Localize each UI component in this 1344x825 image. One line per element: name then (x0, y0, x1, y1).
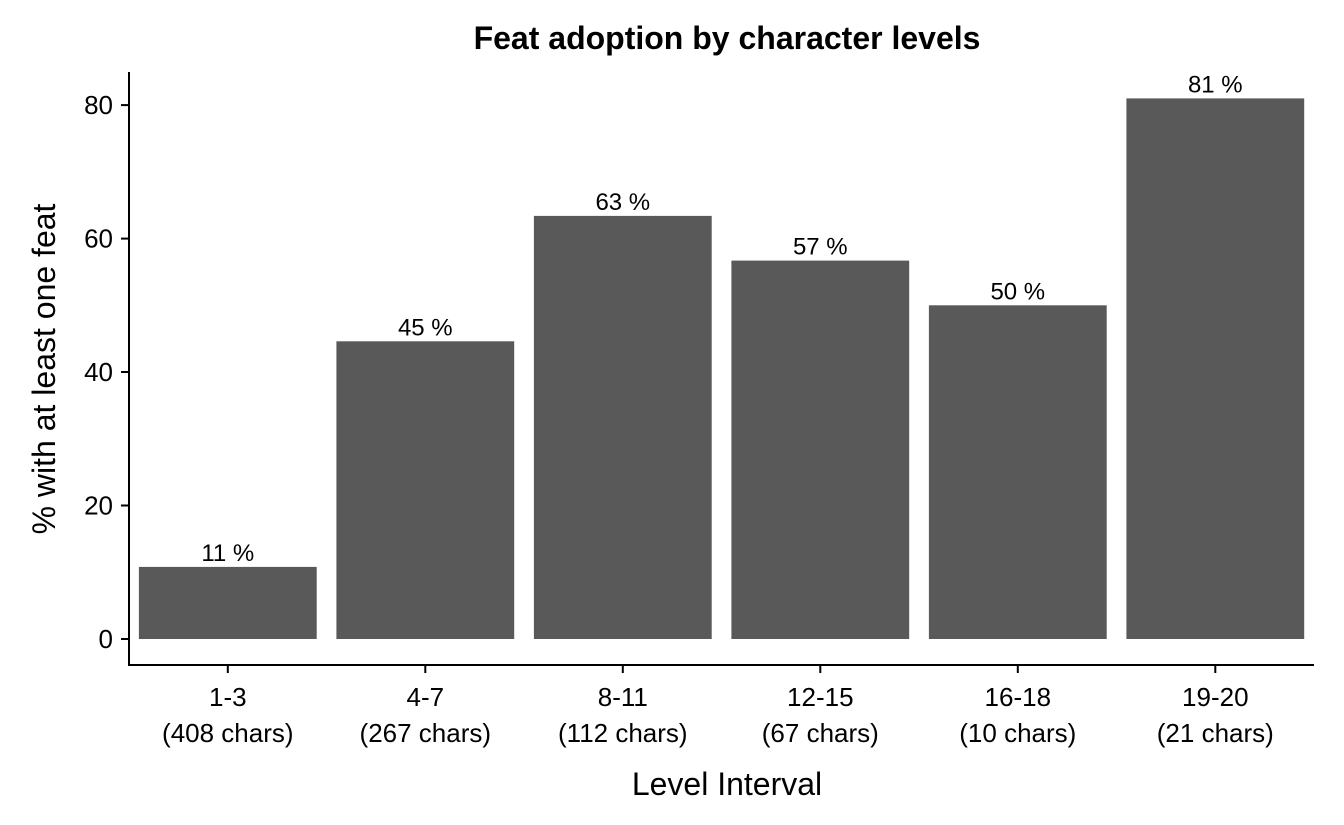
bar-12-15 (731, 260, 910, 639)
y-tick-label-0: 0 (99, 624, 113, 654)
x-tick-sublabel-4-7: (267 chars) (360, 718, 492, 748)
y-tick-label-20: 20 (84, 491, 113, 521)
bar-4-7 (336, 341, 515, 639)
x-tick-label-1-3: 1-3 (209, 682, 247, 712)
bar-16-18 (928, 305, 1107, 639)
data-label-16-18: 50 % (990, 278, 1045, 305)
x-tick-sublabel-12-15: (67 chars) (762, 718, 879, 748)
x-ticks-layer: 1-3 (408 chars) 4-7 (267 chars) 8-11 (112 cha… (162, 665, 1274, 748)
y-axis-title: % with at least one feat (26, 203, 62, 534)
bar-8-11 (533, 215, 712, 639)
x-tick-label-12-15: 12-15 (787, 682, 854, 712)
axes-layer (128, 72, 1314, 666)
x-tick-sublabel-1-3: (408 chars) (162, 718, 294, 748)
data-labels-layer: 11 % 45 % 63 % 57 % 50 % 81 % (201, 71, 1242, 567)
x-tick-sublabel-19-20: (21 chars) (1157, 718, 1274, 748)
data-label-19-20: 81 % (1188, 71, 1243, 98)
bars-layer (138, 98, 1305, 639)
data-label-4-7: 45 % (398, 314, 453, 341)
chart-title: Feat adoption by character levels (474, 20, 981, 56)
x-tick-label-8-11: 8-11 (598, 682, 648, 712)
data-label-12-15: 57 % (793, 234, 848, 261)
data-label-8-11: 63 % (595, 189, 650, 216)
bar-1-3 (138, 566, 317, 639)
x-tick-sublabel-16-18: (10 chars) (959, 718, 1076, 748)
x-tick-label-19-20: 19-20 (1182, 682, 1249, 712)
bar-19-20 (1126, 98, 1305, 639)
x-tick-label-4-7: 4-7 (407, 682, 445, 712)
y-ticks-layer: 0 20 40 60 80 (84, 90, 129, 654)
y-tick-label-40: 40 (84, 357, 113, 387)
x-axis-title: Level Interval (632, 766, 822, 802)
x-tick-sublabel-8-11: (112 chars) (558, 718, 688, 748)
data-label-1-3: 11 % (201, 540, 254, 567)
y-tick-label-60: 60 (84, 224, 113, 254)
x-tick-label-16-18: 16-18 (985, 682, 1052, 712)
y-tick-label-80: 80 (84, 90, 113, 120)
